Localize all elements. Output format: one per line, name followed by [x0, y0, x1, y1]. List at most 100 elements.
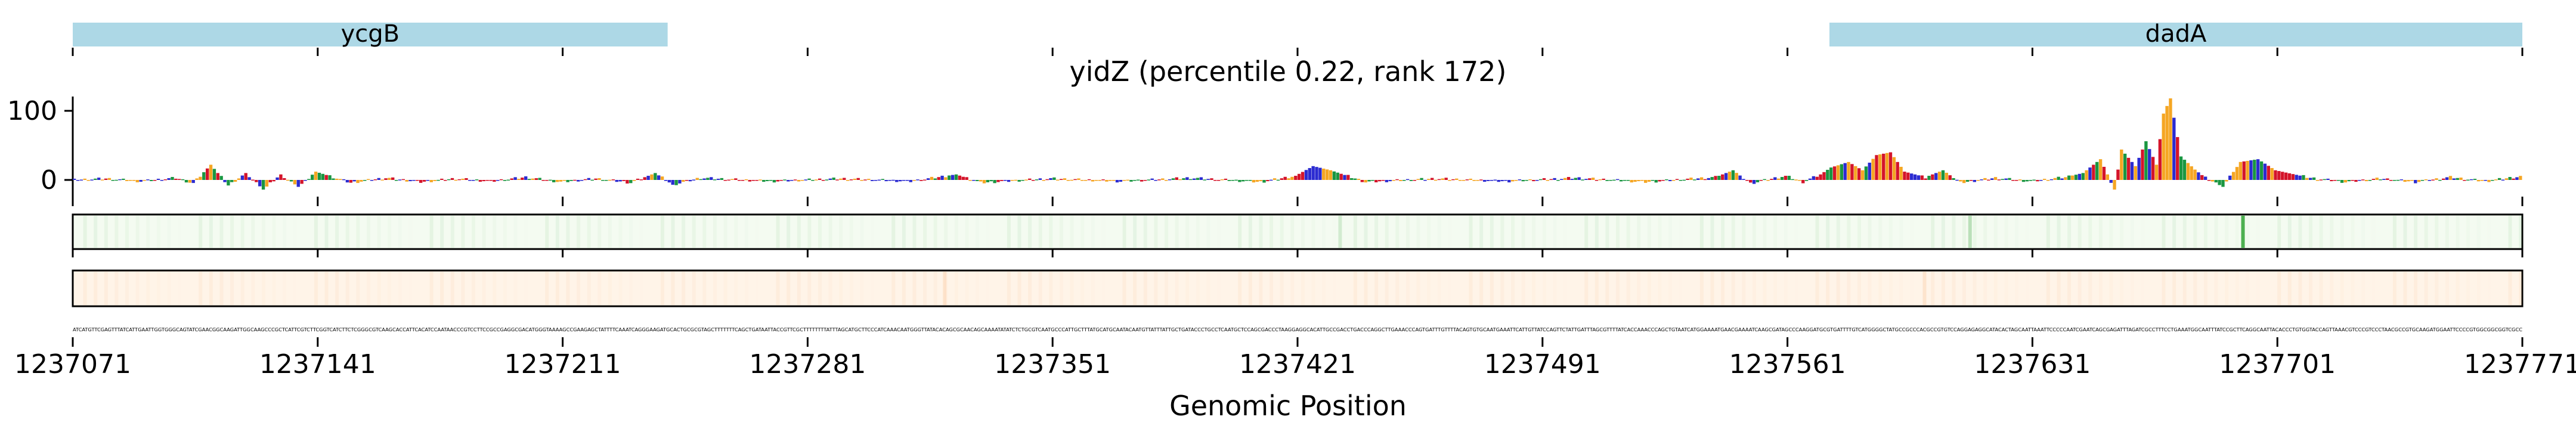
signal-bar-1237347: [1038, 178, 1042, 180]
signal-bar-1237617: [1983, 178, 1987, 180]
signal-bar-1237684: [2218, 180, 2221, 185]
signal-bar-1237166: [405, 180, 408, 182]
x-tick-label-6: 1237491: [1484, 349, 1601, 380]
heat1-cell-1237317: [933, 216, 937, 248]
heat2-cell-1237557: [1773, 272, 1777, 305]
signal-bar-1237285: [821, 180, 825, 181]
signal-bar-1237357: [1073, 179, 1077, 181]
heat1-cell-1237206: [545, 216, 549, 248]
heat2-cell-1237527: [1668, 272, 1672, 305]
signal-bar-1237601: [1927, 176, 1931, 180]
signal-bar-1237459: [1431, 178, 1434, 180]
heat1-cell-1237479: [1500, 216, 1504, 248]
signal-bar-1237592: [1896, 161, 1899, 180]
signal-bar-1237394: [1203, 179, 1206, 181]
signal-bar-1237150: [349, 180, 352, 183]
signal-bar-1237615: [1976, 180, 1980, 181]
signal-bar-1237346: [1035, 179, 1039, 181]
signal-bar-1237403: [1234, 179, 1238, 181]
signal-bar-1237271: [772, 180, 776, 183]
signal-bar-1237363: [1094, 180, 1098, 181]
heat2-cell-1237215: [577, 272, 581, 305]
signal-bar-1237572: [1826, 169, 1829, 180]
x-tick-label-7: 1237561: [1729, 349, 1846, 380]
signal-bar-1237570: [1819, 174, 1822, 180]
signal-bar-1237496: [1560, 179, 1563, 180]
heat1-cell-1237143: [324, 216, 329, 248]
signal-bar-1237240: [664, 180, 668, 181]
signal-bar-1237631: [2032, 179, 2036, 181]
signal-bar-1237140: [314, 172, 318, 180]
signal-bar-1237158: [377, 178, 380, 180]
signal-bar-1237562: [1791, 179, 1794, 181]
heat2-cell-1237152: [356, 272, 360, 305]
heat1-cell-1237296: [860, 216, 863, 248]
heat1-cell-1237449: [1395, 216, 1400, 248]
heat1-cell-1237473: [1479, 216, 1484, 248]
signal-bar-1237630: [2029, 180, 2032, 181]
signal-bar-1237698: [2267, 166, 2270, 180]
signal-bar-1237723: [2354, 180, 2358, 182]
heat1-cell-1237644: [2077, 216, 2082, 248]
signal-bar-1237360: [1084, 180, 1088, 181]
y-axis-ticks: 0 100: [7, 96, 73, 195]
signal-bar-1237744: [2428, 180, 2431, 181]
signal-bar-1237420: [1294, 176, 1298, 180]
heat1-cell-1237548: [1742, 216, 1746, 248]
signal-bar-1237249: [695, 178, 699, 180]
heat2-cell-1237197: [513, 272, 517, 305]
signal-bar-1237445: [1381, 180, 1385, 181]
signal-bar-1237113: [219, 176, 223, 180]
heat2-cell-1237461: [1438, 272, 1441, 305]
heat1-cell-1237752: [2456, 216, 2459, 248]
signal-bar-1237402: [1231, 180, 1234, 181]
heat1-cell-1237410: [1259, 216, 1263, 248]
signal-bar-1237223: [605, 180, 608, 181]
signal-bar-1237718: [2336, 180, 2340, 181]
signal-bar-1237313: [919, 180, 923, 181]
signal-bar-1237135: [296, 180, 300, 187]
heat1-cell-1237248: [692, 216, 696, 248]
signal-bar-1237234: [643, 177, 646, 180]
signal-bar-1237084: [118, 179, 122, 181]
heat2-cell-1237641: [2067, 272, 2072, 305]
heat1-cell-1237257: [724, 216, 727, 248]
signal-bar-1237411: [1262, 180, 1266, 183]
signal-bar-1237241: [667, 180, 671, 183]
signal-bar-1237491: [1542, 178, 1546, 180]
heat1-cell-1237074: [83, 216, 87, 248]
heat1-cell-1237641: [2067, 216, 2072, 248]
signal-bar-1237577: [1843, 163, 1847, 180]
signal-bar-1237250: [699, 179, 702, 181]
signal-bar-1237691: [2242, 161, 2246, 180]
signal-bar-1237387: [1178, 179, 1182, 181]
signal-bar-1237103: [184, 180, 188, 183]
signal-bar-1237688: [2231, 172, 2236, 180]
signal-bar-1237245: [682, 180, 685, 182]
x-tick-label-10: 1237771: [2464, 349, 2576, 380]
signal-bar-1237277: [793, 179, 797, 181]
heat2-cell-1237275: [787, 272, 791, 305]
signal-bar-1237650: [2098, 159, 2103, 180]
heat1-cell-1237497: [1563, 216, 1567, 248]
heat2-cell-1237458: [1427, 272, 1431, 305]
heat2-cell-1237098: [167, 272, 171, 305]
signal-bar-1237316: [930, 176, 934, 180]
heat1-cell-1237233: [640, 216, 643, 248]
signal-bar-1237195: [506, 179, 510, 181]
signal-bar-1237288: [832, 178, 835, 180]
signal-bar-1237488: [1532, 180, 1535, 182]
signal-bar-1237565: [1801, 180, 1805, 184]
heat2-cell-1237554: [1763, 272, 1767, 305]
signal-bar-1237383: [1164, 180, 1168, 181]
heat2-cell-1237431: [1333, 272, 1336, 305]
heat1-cell-1237092: [146, 216, 150, 248]
sequence-text: ATCATGTTCGAGTTTATCATTGAATTGGTGGGCAGTATCG…: [73, 327, 2522, 332]
signal-bar-1237535: [1696, 178, 1700, 180]
signal-bar-1237708: [2302, 175, 2305, 180]
signal-bar-1237134: [293, 180, 297, 185]
signal-bar-1237560: [1784, 176, 1788, 180]
signal-bar-1237257: [723, 180, 727, 181]
signal-bar-1237564: [1798, 180, 1801, 181]
signal-bar-1237747: [2438, 179, 2442, 181]
